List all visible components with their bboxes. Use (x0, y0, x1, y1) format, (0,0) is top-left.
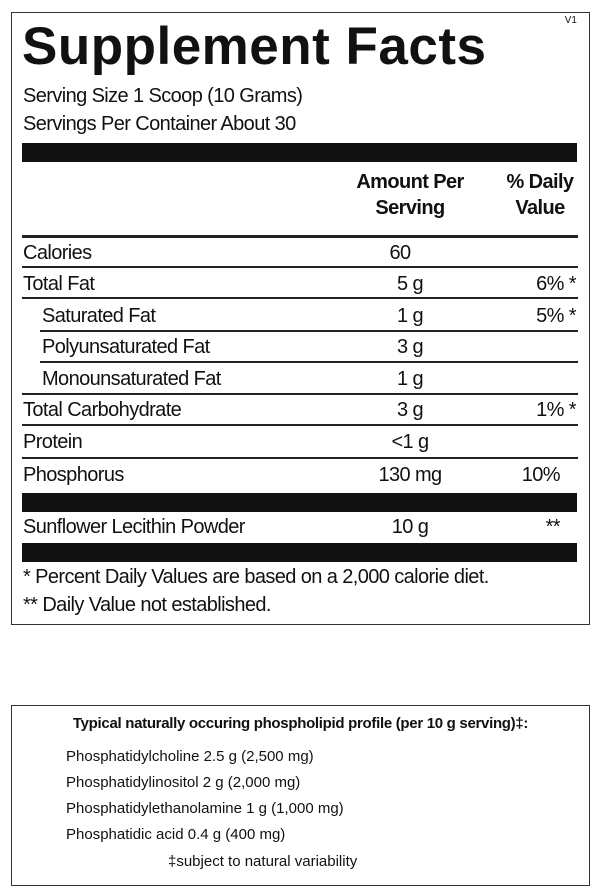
row-dv: ** (545, 516, 561, 538)
row-amount: 1 g (396, 305, 424, 327)
divider-bar (22, 143, 577, 162)
row-dv: 1% * (536, 399, 576, 421)
row-line (40, 361, 578, 363)
divider-bar (22, 543, 577, 562)
row-amount: <1 g (391, 431, 429, 453)
row-line (22, 457, 578, 459)
servings-per-container: Servings Per Container About 30 (23, 113, 296, 135)
row-dv: 6% * (536, 273, 576, 295)
profile-item: Phosphatidic acid 0.4 g (400 mg) (66, 826, 286, 843)
row-name: Protein (23, 431, 83, 453)
header-amount: Serving (375, 197, 445, 219)
row-line (22, 297, 578, 299)
version: V1 (564, 15, 577, 26)
row-name: Phosphorus (23, 464, 124, 486)
row-amount: 10 g (391, 516, 429, 538)
row-name: Monounsaturated Fat (42, 368, 221, 390)
divider-line (22, 235, 578, 238)
row-dv: 10% (521, 464, 561, 486)
row-name: Calories (23, 242, 92, 264)
profile-item: Phosphatidylethanolamine 1 g (1,000 mg) (66, 800, 344, 817)
row-line (22, 393, 578, 395)
divider-bar (22, 493, 577, 512)
row-amount: 130 mg (378, 464, 442, 486)
header-dv: Value (515, 197, 565, 219)
panel-title: Supplement Facts (22, 17, 487, 76)
footnote: ** Daily Value not established. (23, 594, 271, 616)
row-line (22, 266, 578, 268)
profile-note: ‡subject to natural variability (168, 853, 358, 870)
row-dv: 5% * (536, 305, 576, 327)
header-amount: Amount Per (356, 171, 464, 193)
profile-panel (11, 705, 590, 886)
profile-item: Phosphatidylcholine 2.5 g (2,500 mg) (66, 748, 314, 765)
serving-size: Serving Size 1 Scoop (10 Grams) (23, 85, 303, 107)
row-name: Sunflower Lecithin Powder (23, 516, 245, 538)
profile-title: Typical naturally occuring phospholipid … (72, 715, 529, 732)
footnote: * Percent Daily Values are based on a 2,… (23, 566, 489, 588)
header-dv: % Daily (506, 171, 575, 193)
row-name: Total Carbohydrate (23, 399, 182, 421)
row-name: Polyunsaturated Fat (42, 336, 210, 358)
row-amount: 60 (389, 242, 411, 264)
profile-item: Phosphatidylinositol 2 g (2,000 mg) (66, 774, 301, 791)
row-amount: 1 g (396, 368, 424, 390)
row-name: Saturated Fat (42, 305, 156, 327)
row-amount: 5 g (396, 273, 424, 295)
row-amount: 3 g (396, 336, 424, 358)
row-amount: 3 g (396, 399, 424, 421)
facts-panel (11, 12, 590, 625)
row-line (22, 424, 578, 426)
row-line (40, 330, 578, 332)
row-name: Total Fat (23, 273, 95, 295)
